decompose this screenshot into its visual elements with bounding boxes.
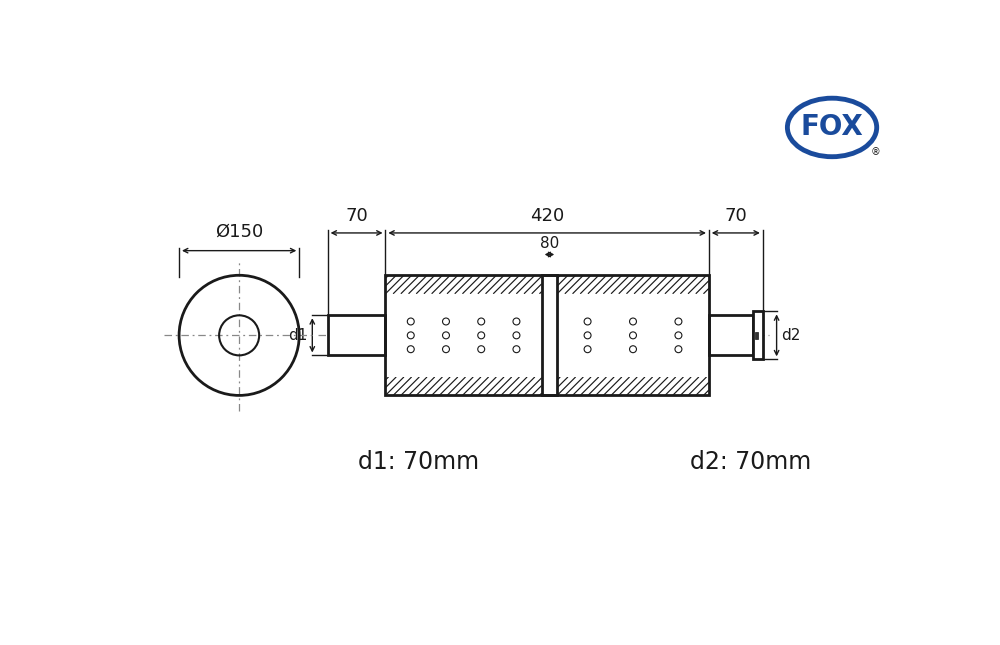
Bar bbox=[709, 315, 753, 355]
Text: d1: d1 bbox=[288, 328, 308, 343]
Text: d2: 70mm: d2: 70mm bbox=[690, 450, 811, 475]
Bar bbox=[557, 293, 709, 377]
Text: d2: d2 bbox=[781, 328, 801, 343]
Bar bbox=[753, 312, 763, 359]
Text: FOX: FOX bbox=[801, 114, 863, 141]
Bar bbox=[557, 377, 709, 395]
Bar bbox=[328, 315, 385, 355]
Bar bbox=[542, 275, 557, 395]
Bar bbox=[385, 275, 709, 395]
Text: 70: 70 bbox=[724, 207, 747, 225]
Text: Ø150: Ø150 bbox=[215, 223, 263, 241]
Text: 70: 70 bbox=[345, 207, 368, 225]
Ellipse shape bbox=[787, 98, 877, 157]
Bar bbox=[385, 377, 542, 395]
Text: d1: 70mm: d1: 70mm bbox=[358, 450, 480, 475]
Text: 420: 420 bbox=[530, 207, 564, 225]
Bar bbox=[557, 275, 709, 293]
Bar bbox=[385, 293, 542, 377]
Text: 80: 80 bbox=[540, 235, 559, 251]
Text: ®: ® bbox=[870, 147, 880, 157]
Bar bbox=[385, 275, 542, 293]
Bar bbox=[755, 332, 758, 339]
